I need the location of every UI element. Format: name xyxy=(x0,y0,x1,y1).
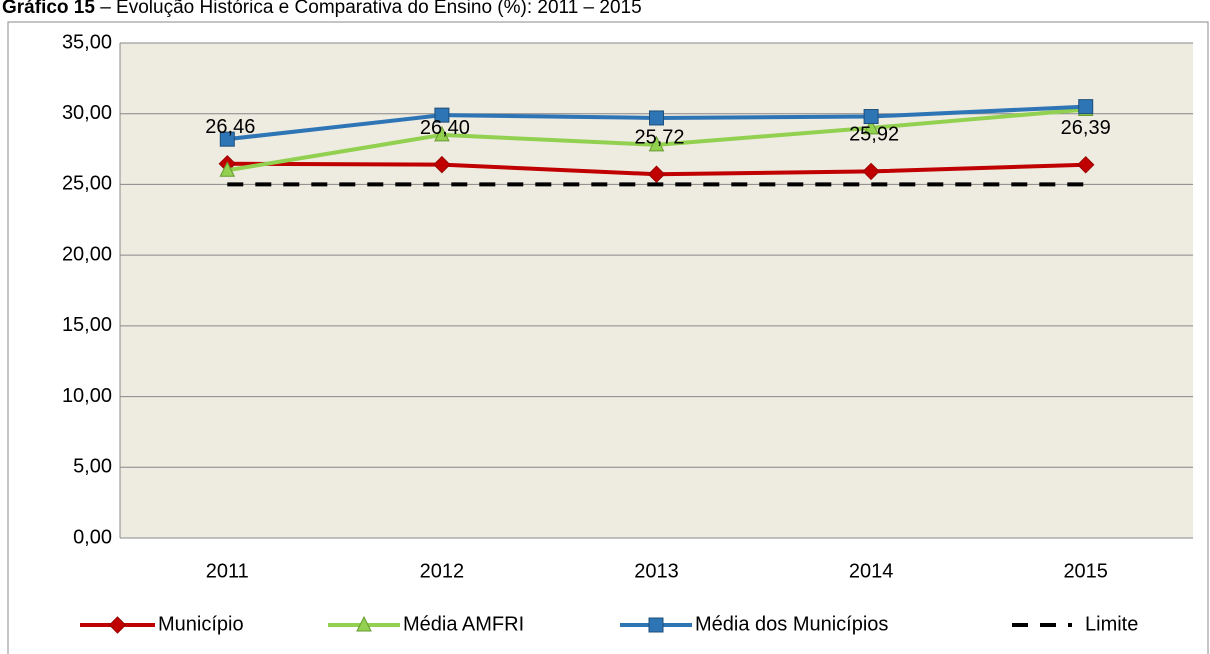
point-marker xyxy=(219,131,235,147)
point-marker xyxy=(647,165,666,183)
legend-label: Limite xyxy=(1085,613,1138,635)
x-tick-label: 2014 xyxy=(849,560,894,582)
point-marker xyxy=(862,162,880,181)
y-tick-label: 35,00 xyxy=(62,31,112,53)
point-marker xyxy=(1078,99,1094,115)
y-tick-label: 0,00 xyxy=(73,526,112,548)
legend-marker xyxy=(648,617,664,633)
point-marker xyxy=(1076,156,1095,174)
legend-label: Média dos Municípios xyxy=(695,613,888,635)
legend-marker xyxy=(108,616,127,634)
title-text: – Evolução Histórica e Comparativa do En… xyxy=(95,0,642,18)
y-tick-label: 10,00 xyxy=(62,385,112,407)
point-marker xyxy=(649,110,664,126)
x-tick-label: 2011 xyxy=(206,560,249,582)
plot-area xyxy=(120,43,1193,538)
y-tick-label: 5,00 xyxy=(73,456,112,478)
y-tick-label: 25,00 xyxy=(62,173,112,195)
point-marker xyxy=(863,109,879,125)
title-prefix: Gráfico 15 xyxy=(2,0,95,18)
point-marker xyxy=(648,135,665,152)
point-marker xyxy=(433,155,451,174)
data-label: 26,46 xyxy=(205,116,255,138)
x-tick-label: 2013 xyxy=(634,560,679,582)
legend-label: Média AMFRI xyxy=(403,613,524,635)
point-marker xyxy=(434,107,450,123)
y-tick-label: 30,00 xyxy=(62,102,112,124)
legend-label: Município xyxy=(158,613,244,635)
data-label: 25,72 xyxy=(634,127,684,149)
data-label: 26,39 xyxy=(1061,117,1111,139)
legend-marker xyxy=(356,615,372,632)
data-label: 25,92 xyxy=(849,124,899,146)
y-tick-label: 20,00 xyxy=(62,243,112,265)
x-tick-label: 2012 xyxy=(420,560,465,582)
x-tick-label: 2015 xyxy=(1063,560,1108,582)
point-marker xyxy=(434,125,450,142)
point-marker xyxy=(863,118,879,135)
data-label: 26,40 xyxy=(420,117,470,139)
y-tick-label: 15,00 xyxy=(62,314,112,336)
chart-title: Gráfico 15 – Evolução Histórica e Compar… xyxy=(2,0,642,18)
point-marker xyxy=(219,161,236,177)
